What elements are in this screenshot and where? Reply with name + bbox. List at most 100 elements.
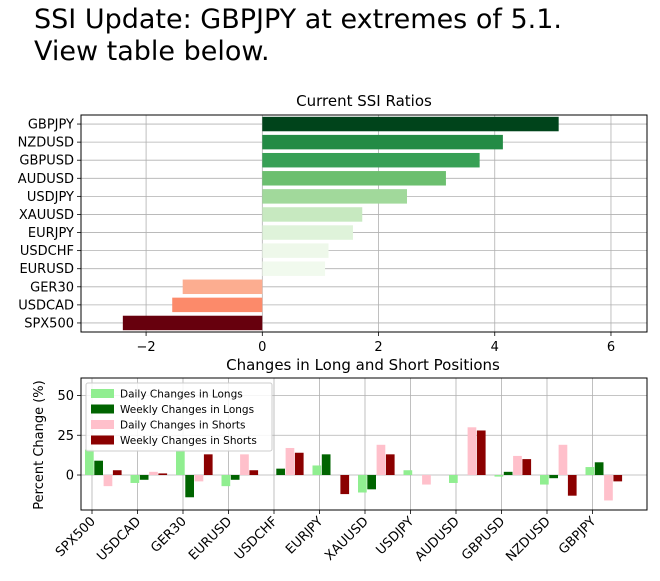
changes-plot-frame xyxy=(80,377,648,511)
ssi-ratio-chart: Current SSI Ratios GBPJPY NZDUSD GBPUSD AUD… xyxy=(18,92,648,355)
position-changes-chart: Changes in Long and Short Positions Perc… xyxy=(32,356,648,565)
changes-bars xyxy=(85,427,623,501)
changes-x-tick-label: GBPUSD xyxy=(459,514,508,563)
changes-bar xyxy=(112,470,122,476)
ssi-bar-ger30 xyxy=(182,279,263,295)
ssi-plot-frame xyxy=(80,114,648,333)
changes-bar xyxy=(549,475,558,479)
ssi-category-label: EURJPY xyxy=(28,226,74,241)
changes-bar xyxy=(367,475,376,490)
ssi-category-label: XAUUSD xyxy=(19,208,74,223)
changes-bar xyxy=(494,475,504,477)
ssi-category-label: GBPUSD xyxy=(19,154,74,169)
ssi-x-tick-label: 4 xyxy=(491,340,499,355)
changes-x-tick-label: USDCHF xyxy=(232,514,281,563)
changes-x-tick-label: EURUSD xyxy=(186,514,235,563)
changes-x-tick-label: AUDUSD xyxy=(412,514,462,564)
changes-x-tick-label: USDCAD xyxy=(94,514,144,564)
changes-x-tick-label: NZDUSD xyxy=(503,514,554,565)
changes-bar xyxy=(312,465,322,476)
ssi-category-label: AUDUSD xyxy=(18,172,74,187)
changes-bar xyxy=(185,475,194,498)
changes-y-tick-label: 0 xyxy=(66,469,74,484)
headline-line-1: SSI Update: GBPJPY at extremes of 5.1. xyxy=(34,4,562,35)
changes-bar xyxy=(449,475,458,483)
changes-bar xyxy=(149,471,158,476)
changes-bar xyxy=(513,455,522,476)
ssi-bar-eurjpy xyxy=(262,225,353,240)
changes-bar xyxy=(276,468,285,476)
changes-bar xyxy=(130,475,140,483)
changes-x-tick-label: SPX500 xyxy=(53,514,99,560)
changes-bar xyxy=(522,459,532,476)
ssi-x-tick-label: 2 xyxy=(374,340,382,355)
changes-bar xyxy=(240,454,249,476)
ssi-category-label: USDCHF xyxy=(20,244,74,259)
changes-bar xyxy=(558,444,568,476)
changes-legend: Daily Changes in Longs Weekly Changes in … xyxy=(85,382,273,452)
changes-bar xyxy=(358,475,367,493)
headline: SSI Update: GBPJPY at extremes of 5.1. V… xyxy=(34,4,654,68)
changes-legend-swatch xyxy=(91,389,114,398)
changes-legend-label: Weekly Changes in Longs xyxy=(120,404,254,416)
ssi-bar-xauusd xyxy=(262,207,363,222)
ssi-x-tick-labels: −2 0 2 4 6 xyxy=(136,332,615,355)
changes-chart-title: Changes in Long and Short Positions xyxy=(226,356,500,374)
ssi-bar-eurusd xyxy=(262,261,326,276)
ssi-category-label: SPX500 xyxy=(24,316,74,331)
changes-bar xyxy=(94,460,103,476)
ssi-category-label: EURUSD xyxy=(19,262,74,277)
changes-legend-label: Daily Changes in Shorts xyxy=(120,420,245,432)
ssi-bar-audusd xyxy=(262,171,446,186)
changes-bar xyxy=(176,451,185,476)
changes-x-tick-label: XAUUSD xyxy=(322,514,372,564)
changes-x-tick-label: EURJPY xyxy=(283,514,326,557)
changes-bar xyxy=(540,475,549,485)
changes-bar xyxy=(503,471,513,476)
ssi-bar-gbpjpy xyxy=(262,116,559,132)
ssi-category-label: GER30 xyxy=(30,280,74,295)
ssi-x-tick-label: 6 xyxy=(607,340,615,355)
ssi-bar-nzdusd xyxy=(262,134,503,150)
changes-legend-box xyxy=(85,382,273,452)
changes-bar xyxy=(194,475,204,482)
changes-x-tick-label: USDJPY xyxy=(373,514,417,558)
headline-line-2: View table below. xyxy=(34,36,270,67)
changes-x-tick-label: GBPJPY xyxy=(556,514,599,557)
changes-legend-swatch xyxy=(91,420,114,429)
ssi-category-label: USDJPY xyxy=(27,190,74,205)
changes-bar xyxy=(403,470,413,476)
changes-bar xyxy=(285,447,295,476)
changes-bar xyxy=(85,449,94,476)
changes-legend-swatch xyxy=(91,404,114,414)
changes-bar xyxy=(221,475,231,487)
ssi-x-tick-label: 0 xyxy=(258,340,266,355)
changes-bar xyxy=(158,473,168,476)
changes-legend-label: Daily Changes in Longs xyxy=(120,389,243,401)
changes-bar xyxy=(340,475,350,495)
ssi-bar-spx500 xyxy=(122,315,263,331)
changes-y-axis-label: Percent Change (%) xyxy=(32,380,47,509)
changes-bar xyxy=(249,470,259,476)
ssi-bar-usdcad xyxy=(172,297,263,313)
changes-bar xyxy=(613,475,623,482)
changes-bar xyxy=(230,475,240,480)
ssi-x-tick-label: −2 xyxy=(136,340,155,355)
changes-y-tick-label: 25 xyxy=(57,429,74,444)
changes-bar xyxy=(139,475,149,480)
ssi-chart-title: Current SSI Ratios xyxy=(296,92,432,110)
changes-bar xyxy=(604,475,613,501)
changes-bar xyxy=(385,454,395,476)
ssi-category-labels: GBPJPY NZDUSD GBPUSD AUDUSD USDJPY XAUUSD EURJ… xyxy=(18,118,81,331)
changes-legend-swatch xyxy=(91,435,114,445)
changes-bar xyxy=(594,462,604,476)
changes-bar xyxy=(422,475,431,485)
ssi-category-label: USDCAD xyxy=(18,298,74,313)
ssi-category-label: NZDUSD xyxy=(18,136,74,151)
ssi-bar-gbpusd xyxy=(262,152,480,168)
ssi-bar-usdjpy xyxy=(262,189,408,204)
ssi-bars xyxy=(122,116,559,331)
changes-bar xyxy=(376,444,386,476)
